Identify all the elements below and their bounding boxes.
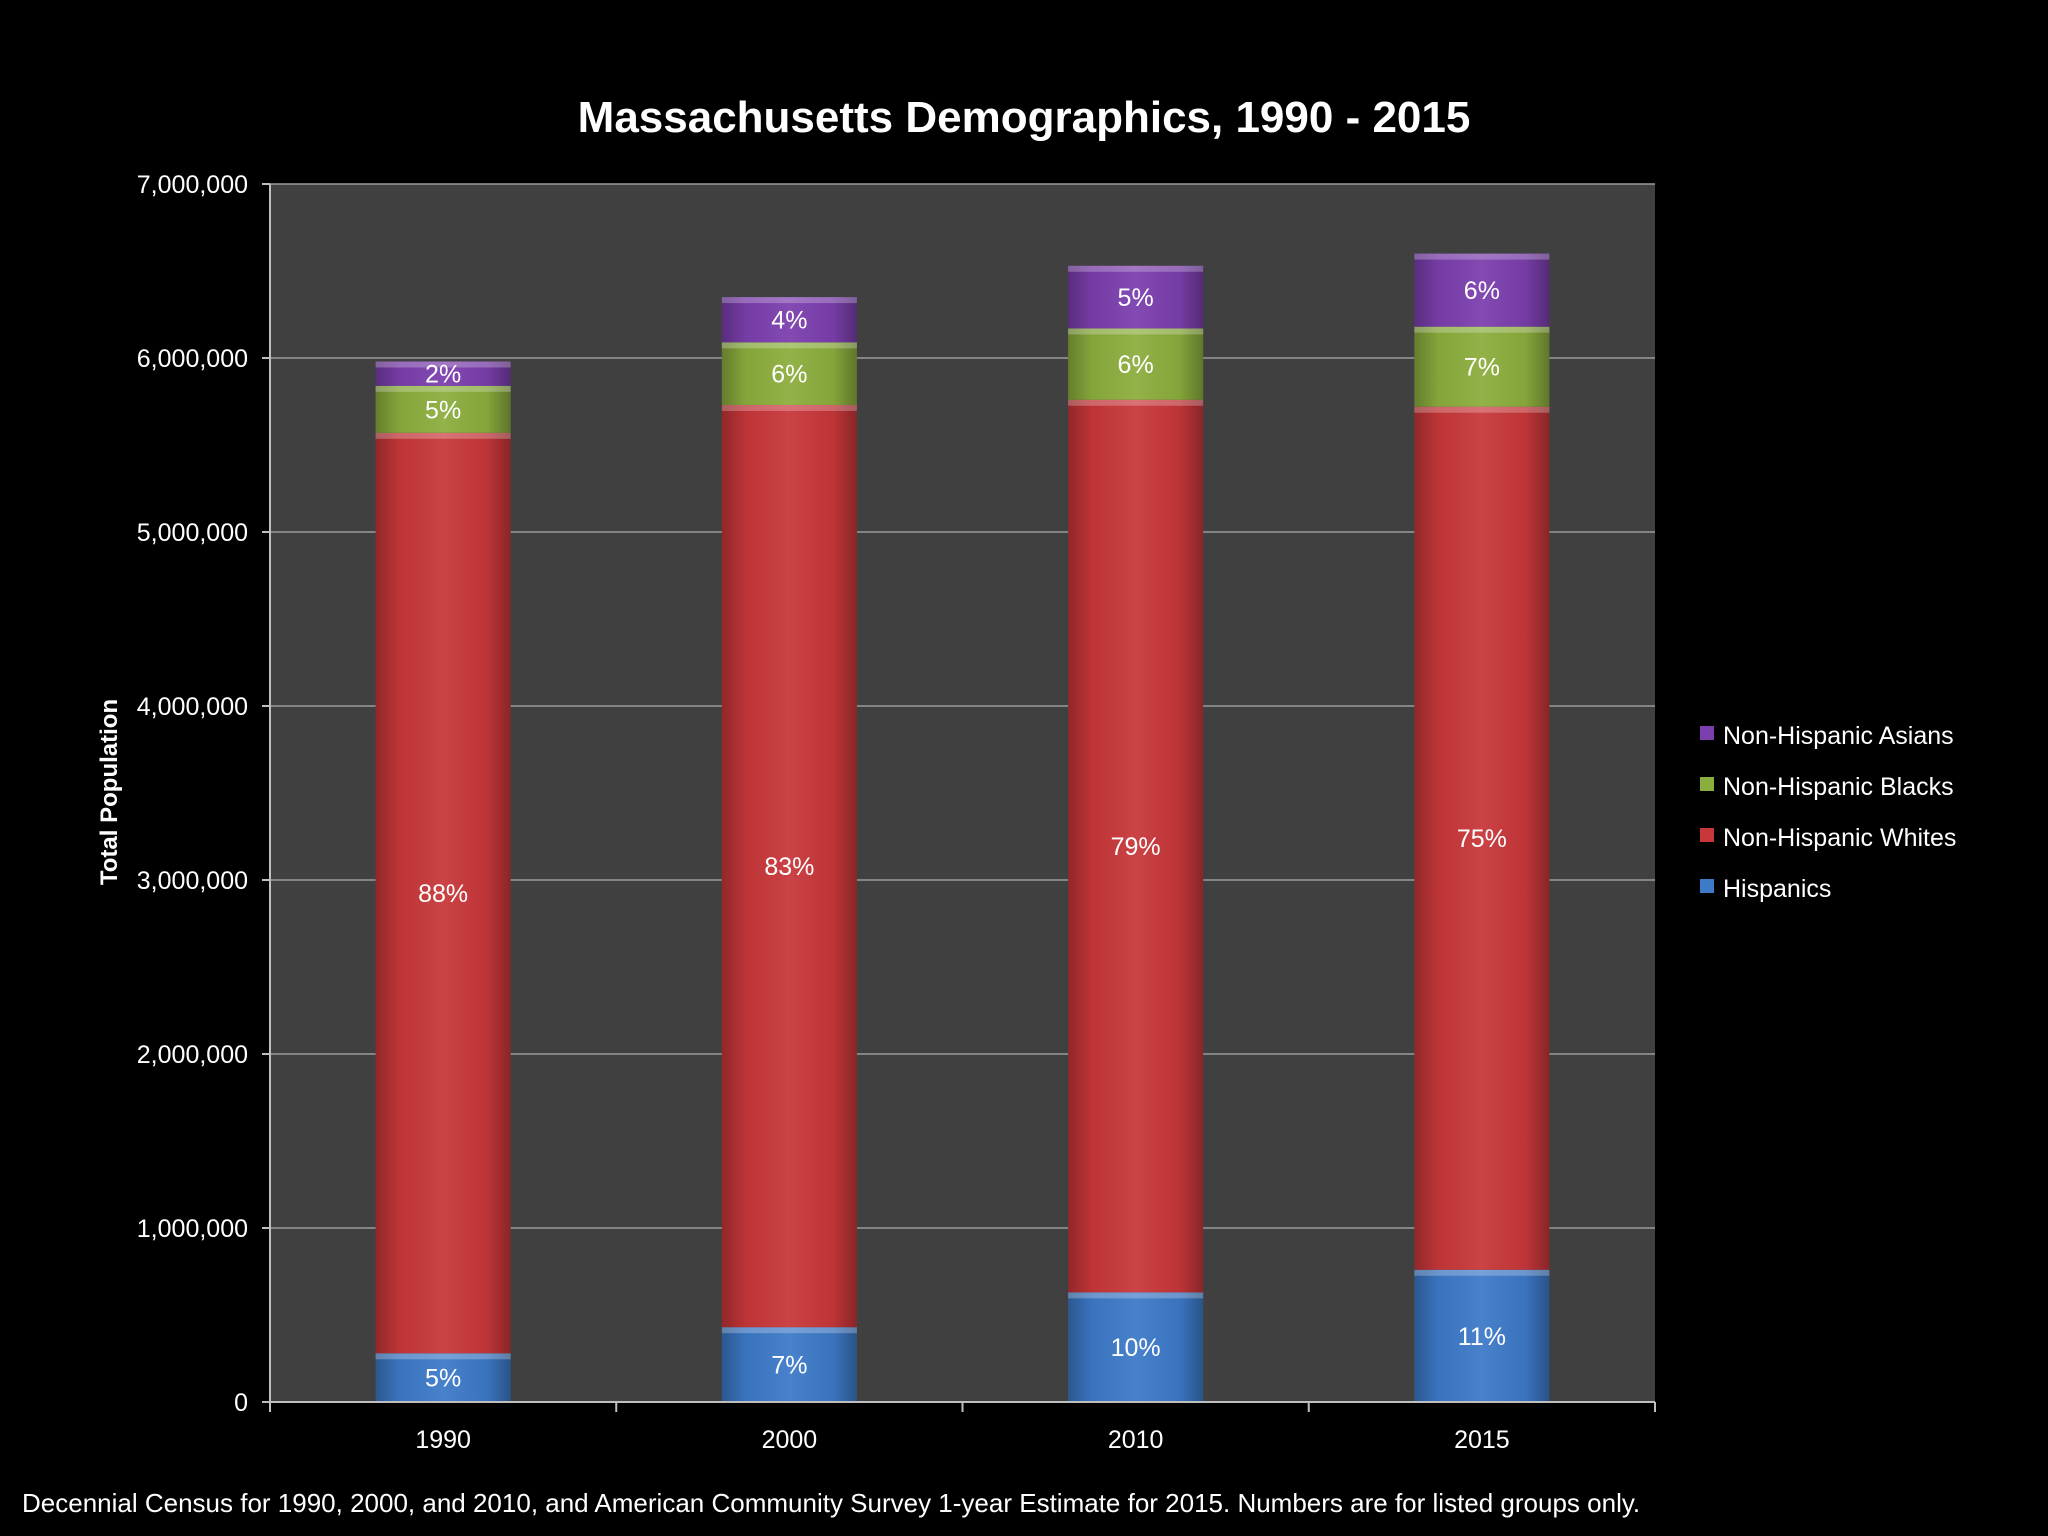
data-label: 4% [771,307,807,335]
x-tick-label: 2010 [1108,1426,1164,1454]
data-label: 2% [425,361,461,389]
y-tick-label: 1,000,000 [137,1215,248,1243]
data-label: 88% [418,880,468,908]
bar-segment-shade [375,361,511,386]
y-axis-title: Total Population [96,699,123,885]
data-label: 79% [1111,833,1161,861]
bar-segment-shade [375,385,511,433]
legend-swatch [1700,726,1714,740]
data-label: 5% [425,396,461,424]
data-label: 7% [771,1352,807,1380]
bar-segment-highlight [375,1353,511,1360]
bar-segment-highlight [721,342,857,349]
data-label: 6% [1118,351,1154,379]
bar-segment-shade [375,432,511,1354]
bar-segment-shade [721,297,857,343]
axes: 0 1,000,000 2,000,000 3,000,000 4,000,000 5,0… [137,171,1656,1454]
y-tick-label: 6,000,000 [137,345,248,373]
legend-label: Non-Hispanic Whites [1723,824,1956,852]
data-label: 83% [764,853,814,881]
x-tick-label: 2015 [1454,1426,1510,1454]
footnote: Decennial Census for 1990, 2000, and 201… [22,1488,1641,1518]
bar-segment-shade [1414,406,1550,1270]
data-label: 10% [1111,1334,1161,1362]
data-label: 11% [1458,1323,1506,1351]
bar-segment-highlight [375,361,511,368]
bar-segment-highlight [1068,1292,1204,1299]
bars: 5% 88% 5% 2% 7% 83% 6% 4% 10% 79% 6% 5% 11% 75% 7% 6% [375,253,1550,1402]
bar-segment-shade [721,1327,857,1402]
bar-segment-highlight [375,432,511,439]
chart-title: Massachusetts Demographics, 1990 - 2015 [578,93,1471,142]
legend-swatch [1700,879,1714,893]
bar-segment-highlight [721,297,857,304]
bar-segment-shade [1068,328,1204,400]
bar-segment-shade [1068,265,1204,329]
y-tick-label: 2,000,000 [137,1041,248,1069]
bar-segment-highlight [721,1327,857,1334]
bar-segment-shade [721,342,857,405]
data-label: 75% [1457,825,1507,853]
legend-swatch [1700,777,1714,791]
legend-label: Non-Hispanic Asians [1723,722,1954,750]
data-label: 5% [1118,284,1154,312]
bar-segment-highlight [721,404,857,411]
y-tick-label: 7,000,000 [137,171,248,199]
legend-label: Non-Hispanic Blacks [1723,773,1954,801]
data-label: 6% [1464,277,1500,305]
bar-segment-highlight [1414,253,1550,260]
bar-segment-shade [1068,1292,1204,1402]
bar-segment-highlight [1414,406,1550,413]
bar-segment-highlight [1068,265,1204,272]
legend-label: Hispanics [1723,875,1831,903]
legend-swatch [1700,828,1714,842]
y-tick-label: 3,000,000 [137,867,248,895]
bar-segment-highlight [1068,399,1204,406]
x-tick-label: 1990 [415,1426,471,1454]
bar-segment-highlight [1414,326,1550,333]
data-label: 6% [771,361,807,389]
legend: Non-Hispanic Asians Non-Hispanic Blacks No… [1700,722,1956,903]
bar-segment-shade [1414,1269,1550,1402]
y-tick-label: 4,000,000 [137,693,248,721]
bar-segment-shade [1068,399,1204,1293]
bar-segment-shade [1414,326,1550,407]
bar-segment-shade [721,404,857,1328]
x-tick-label: 2000 [762,1426,818,1454]
bar-segment-highlight [1414,1269,1550,1276]
y-tick-label: 0 [234,1389,248,1417]
bar-segment-shade [375,1353,511,1402]
bar-segment-highlight [375,385,511,392]
data-label: 7% [1464,354,1500,382]
data-label: 5% [425,1365,461,1393]
y-tick-label: 5,000,000 [137,519,248,547]
bar-segment-highlight [1068,328,1204,335]
bar-segment-shade [1414,253,1550,327]
